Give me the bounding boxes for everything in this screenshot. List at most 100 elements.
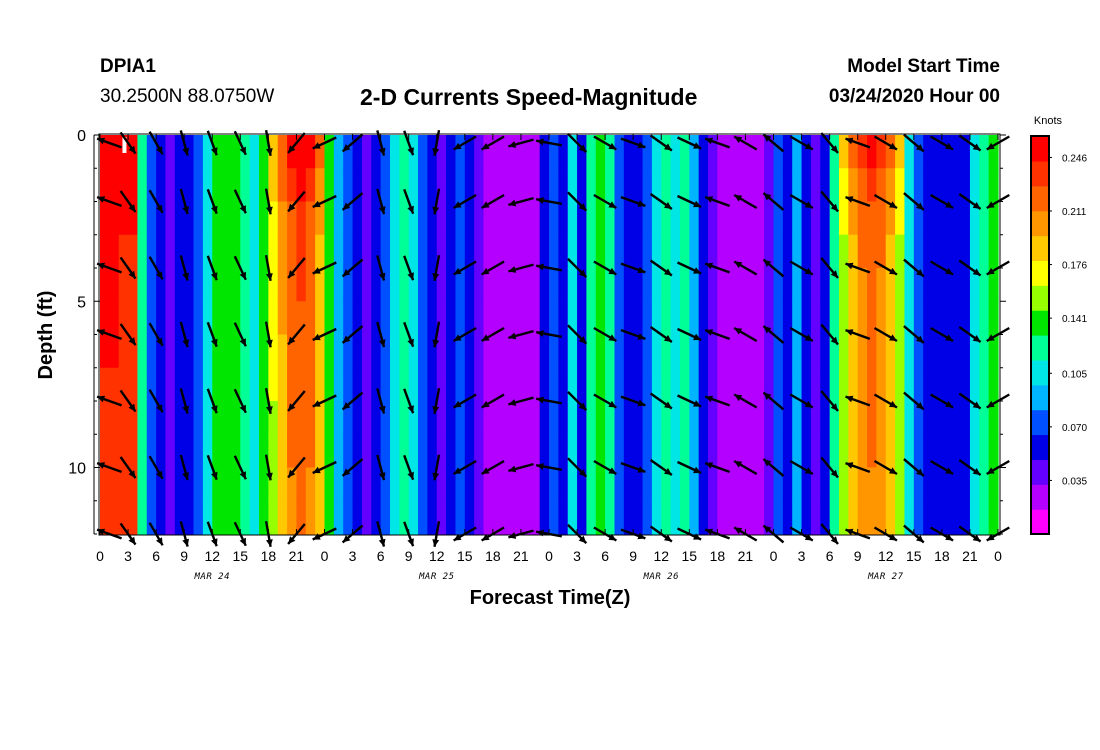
heatmap-cell xyxy=(539,268,550,302)
heatmap-cell xyxy=(689,201,700,236)
heatmap-cell xyxy=(661,301,672,336)
heatmap-cell xyxy=(567,301,578,336)
heatmap-cell xyxy=(857,367,868,402)
heatmap-cell xyxy=(829,268,840,302)
heatmap-cell xyxy=(736,500,747,535)
current-arrow xyxy=(452,393,477,409)
heatmap-cell xyxy=(418,367,428,402)
current-arrow xyxy=(179,388,189,414)
heatmap-cell xyxy=(595,434,606,469)
heatmap-cell xyxy=(230,500,241,535)
colorbar-swatch xyxy=(1031,359,1049,386)
current-arrow xyxy=(704,137,731,149)
x-tick-label: 18 xyxy=(710,548,726,564)
heatmap-cell xyxy=(221,500,232,535)
heatmap-cell xyxy=(202,401,213,435)
arrow-head xyxy=(972,401,981,409)
current-arrow xyxy=(535,138,563,147)
heatmap-cell xyxy=(483,334,494,369)
heatmap-cell xyxy=(324,500,335,535)
heatmap-cell xyxy=(436,301,447,336)
heatmap-cell xyxy=(951,201,962,236)
heatmap-cell xyxy=(717,500,728,535)
heatmap-cell xyxy=(717,401,728,435)
heatmap-cell xyxy=(867,268,877,302)
heatmap-cell xyxy=(651,334,662,369)
heatmap-cell xyxy=(708,401,718,435)
heatmap-cell xyxy=(577,301,588,336)
heatmap-cell xyxy=(838,234,849,269)
heatmap-cell xyxy=(259,500,269,535)
heatmap-cell xyxy=(736,434,747,469)
heatmap-cell xyxy=(324,135,335,169)
heatmap-cell xyxy=(118,234,129,269)
heatmap-cell xyxy=(259,401,269,435)
heatmap-cell xyxy=(558,467,569,502)
heatmap-cell xyxy=(838,367,849,402)
x-tick-label: 9 xyxy=(854,548,862,564)
heatmap-cell xyxy=(296,201,307,236)
colorbar-tick-label: 0.035 xyxy=(1062,476,1087,487)
current-arrow xyxy=(179,321,189,348)
heatmap-cell xyxy=(520,301,531,336)
heatmap-cell xyxy=(530,434,541,469)
heatmap-cell xyxy=(109,401,120,435)
heatmap-cell xyxy=(137,334,148,369)
heatmap-cell xyxy=(689,467,700,502)
arrow-head xyxy=(734,527,743,535)
heatmap-cell xyxy=(988,401,999,435)
heatmap-cell xyxy=(979,234,990,269)
arrow-head xyxy=(705,528,714,536)
current-arrow xyxy=(341,133,364,153)
heatmap-cell xyxy=(838,268,849,302)
heatmap-cell xyxy=(726,467,737,502)
arrow-head xyxy=(986,201,995,208)
arrow-head xyxy=(481,201,490,208)
heatmap-cell xyxy=(951,500,962,535)
heatmap-cell xyxy=(371,135,382,169)
arrow-head xyxy=(211,147,218,156)
heatmap-cell xyxy=(764,201,775,236)
heatmap-cell xyxy=(689,434,700,469)
heatmap-cell xyxy=(446,500,457,535)
heatmap-cell xyxy=(679,268,690,302)
heatmap-cell xyxy=(979,301,990,336)
heatmap-cell xyxy=(156,201,167,236)
colorbar-swatch xyxy=(1031,210,1049,237)
current-arrow xyxy=(873,260,898,276)
heatmap-cell xyxy=(268,334,279,369)
heatmap-cell xyxy=(436,201,447,236)
heatmap-cell xyxy=(333,434,344,469)
arrow-head xyxy=(288,469,296,478)
heatmap-cell xyxy=(698,135,709,169)
heatmap-cell xyxy=(558,401,569,435)
heatmap-cell xyxy=(408,367,419,402)
heatmap-cell xyxy=(427,168,438,203)
heatmap-cell xyxy=(623,168,634,203)
heatmap-cell xyxy=(371,401,382,435)
heatmap-cell xyxy=(399,301,410,336)
arrow-head xyxy=(288,536,296,544)
arrow-head xyxy=(845,462,854,469)
colorbar-swatch xyxy=(1031,185,1049,212)
heatmap-cell xyxy=(333,201,344,236)
arrow-head xyxy=(128,470,136,479)
current-arrow xyxy=(403,188,415,215)
heatmap-cell xyxy=(333,467,344,502)
heatmap-cell xyxy=(661,168,672,203)
heatmap-cell xyxy=(867,334,877,369)
arrow-head xyxy=(481,533,490,541)
heatmap-cell xyxy=(418,401,428,435)
heatmap-cell xyxy=(492,234,503,269)
heatmap-cell xyxy=(418,500,428,535)
heatmap-cell xyxy=(128,334,139,369)
arrow-head xyxy=(693,200,702,208)
heatmap-cell xyxy=(773,401,784,435)
current-arrow xyxy=(403,255,415,281)
heatmap-cell xyxy=(848,434,859,469)
heatmap-cell xyxy=(202,467,213,502)
heatmap-cell xyxy=(586,467,597,502)
heatmap-cell xyxy=(530,168,541,203)
heatmap-cell xyxy=(193,467,204,502)
heatmap-cell xyxy=(745,168,756,203)
